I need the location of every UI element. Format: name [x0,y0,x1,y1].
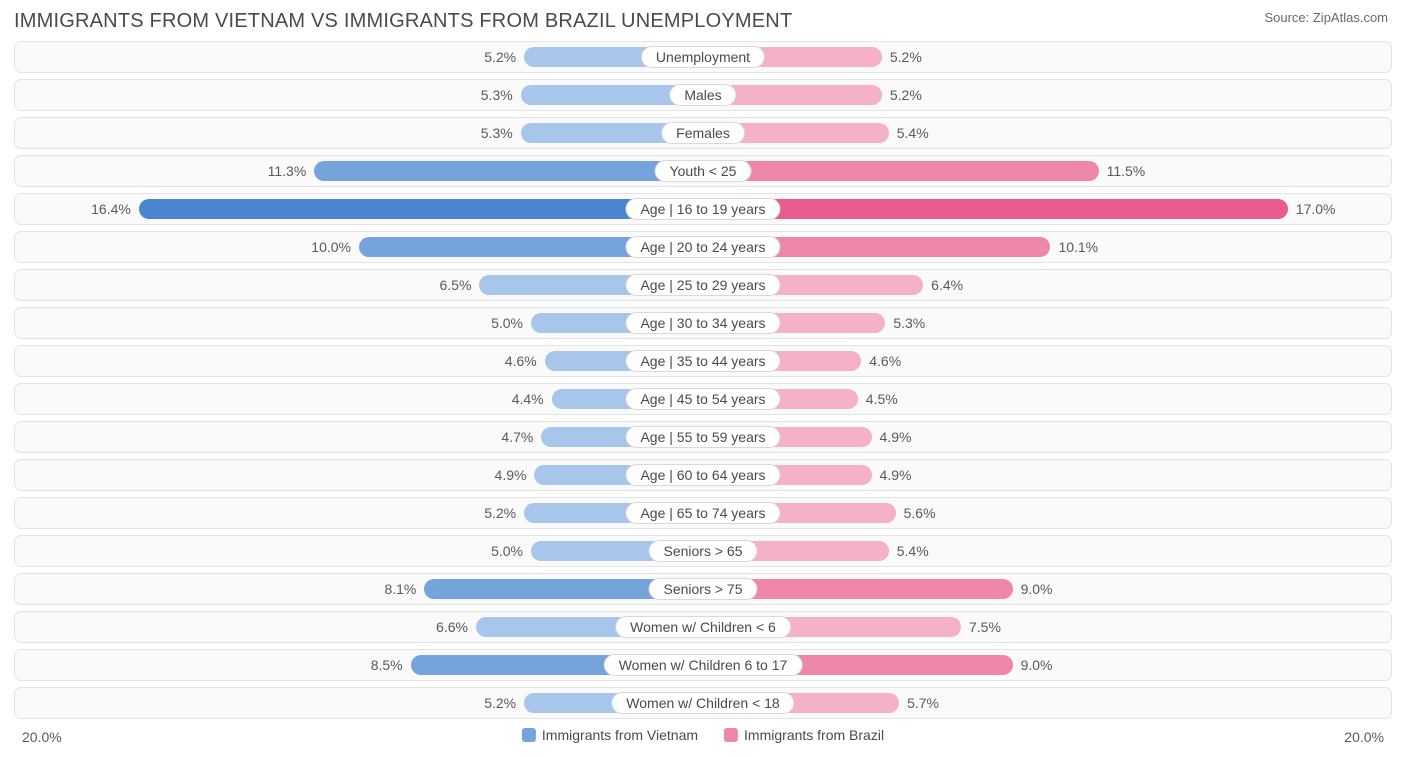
value-right: 4.5% [866,391,898,407]
chart-title: IMMIGRANTS FROM VIETNAM VS IMMIGRANTS FR… [14,10,792,33]
category-label: Women w/ Children 6 to 17 [604,654,803,676]
chart-header: IMMIGRANTS FROM VIETNAM VS IMMIGRANTS FR… [0,0,1406,39]
value-left: 4.7% [501,429,533,445]
chart-row: 8.5% 9.0% Women w/ Children 6 to 17 [14,649,1392,681]
chart-row: 6.5% 6.4% Age | 25 to 29 years [14,269,1392,301]
category-label: Age | 45 to 54 years [625,388,780,410]
value-left: 4.6% [505,353,537,369]
legend-label-right: Immigrants from Brazil [744,727,884,743]
value-left: 10.0% [311,239,351,255]
value-right: 5.4% [897,543,929,559]
category-label: Women w/ Children < 6 [615,616,791,638]
bar-left [314,161,703,181]
chart-body: 5.2% 5.2% Unemployment 5.3% 5.2% Males 5.3% 5.4… [0,39,1406,719]
legend-label-left: Immigrants from Vietnam [542,727,698,743]
category-label: Unemployment [641,46,765,68]
bar-right [703,161,1099,181]
chart-row: 5.3% 5.4% Females [14,117,1392,149]
value-left: 5.3% [481,125,513,141]
category-label: Youth < 25 [655,160,752,182]
chart-row: 11.3% 11.5% Youth < 25 [14,155,1392,187]
category-label: Age | 65 to 74 years [625,502,780,524]
chart-row: 5.2% 5.2% Unemployment [14,41,1392,73]
value-left: 8.5% [371,657,403,673]
category-label: Age | 20 to 24 years [625,236,780,258]
category-label: Age | 35 to 44 years [625,350,780,372]
value-left: 5.0% [491,543,523,559]
value-right: 5.7% [907,695,939,711]
value-left: 5.0% [491,315,523,331]
value-left: 6.5% [439,277,471,293]
legend: Immigrants from Vietnam Immigrants from … [522,727,884,743]
category-label: Age | 55 to 59 years [625,426,780,448]
value-left: 8.1% [384,581,416,597]
category-label: Women w/ Children < 18 [611,692,794,714]
value-left: 4.4% [512,391,544,407]
value-left: 16.4% [91,201,131,217]
value-left: 5.3% [481,87,513,103]
value-right: 10.1% [1058,239,1098,255]
category-label: Age | 25 to 29 years [625,274,780,296]
chart-row: 5.2% 5.6% Age | 65 to 74 years [14,497,1392,529]
category-label: Age | 60 to 64 years [625,464,780,486]
chart-row: 16.4% 17.0% Age | 16 to 19 years [14,193,1392,225]
value-right: 11.5% [1107,163,1146,179]
chart-row: 5.2% 5.7% Women w/ Children < 18 [14,687,1392,719]
value-right: 6.4% [931,277,963,293]
value-right: 5.4% [897,125,929,141]
value-left: 5.2% [484,49,516,65]
chart-row: 4.9% 4.9% Age | 60 to 64 years [14,459,1392,491]
value-right: 4.6% [869,353,901,369]
chart-row: 4.4% 4.5% Age | 45 to 54 years [14,383,1392,415]
chart-row: 4.6% 4.6% Age | 35 to 44 years [14,345,1392,377]
legend-swatch-right [724,728,738,742]
legend-item-right: Immigrants from Brazil [724,727,884,743]
axis-max-left: 20.0% [22,729,62,745]
value-left: 5.2% [484,505,516,521]
chart-row: 8.1% 9.0% Seniors > 75 [14,573,1392,605]
bar-left [139,199,703,219]
chart-row: 6.6% 7.5% Women w/ Children < 6 [14,611,1392,643]
chart-row: 5.0% 5.4% Seniors > 65 [14,535,1392,567]
value-left: 11.3% [268,163,307,179]
chart-row: 5.0% 5.3% Age | 30 to 34 years [14,307,1392,339]
chart-source: Source: ZipAtlas.com [1264,10,1388,25]
value-right: 17.0% [1296,201,1336,217]
category-label: Seniors > 75 [649,578,758,600]
value-right: 5.3% [893,315,925,331]
chart-row: 10.0% 10.1% Age | 20 to 24 years [14,231,1392,263]
value-right: 9.0% [1021,581,1053,597]
chart-row: 5.3% 5.2% Males [14,79,1392,111]
legend-item-left: Immigrants from Vietnam [522,727,698,743]
value-right: 7.5% [969,619,1001,635]
value-right: 9.0% [1021,657,1053,673]
legend-swatch-left [522,728,536,742]
category-label: Age | 30 to 34 years [625,312,780,334]
category-label: Males [669,84,736,106]
value-left: 4.9% [495,467,527,483]
category-label: Females [661,122,745,144]
value-right: 5.2% [890,87,922,103]
bar-right [703,199,1288,219]
value-right: 4.9% [880,429,912,445]
value-right: 4.9% [880,467,912,483]
category-label: Age | 16 to 19 years [625,198,780,220]
axis-max-right: 20.0% [1344,729,1384,745]
value-right: 5.2% [890,49,922,65]
chart-row: 4.7% 4.9% Age | 55 to 59 years [14,421,1392,453]
value-left: 5.2% [484,695,516,711]
chart-footer: 20.0% Immigrants from Vietnam Immigrants… [0,725,1406,757]
value-left: 6.6% [436,619,468,635]
category-label: Seniors > 65 [649,540,758,562]
value-right: 5.6% [904,505,936,521]
